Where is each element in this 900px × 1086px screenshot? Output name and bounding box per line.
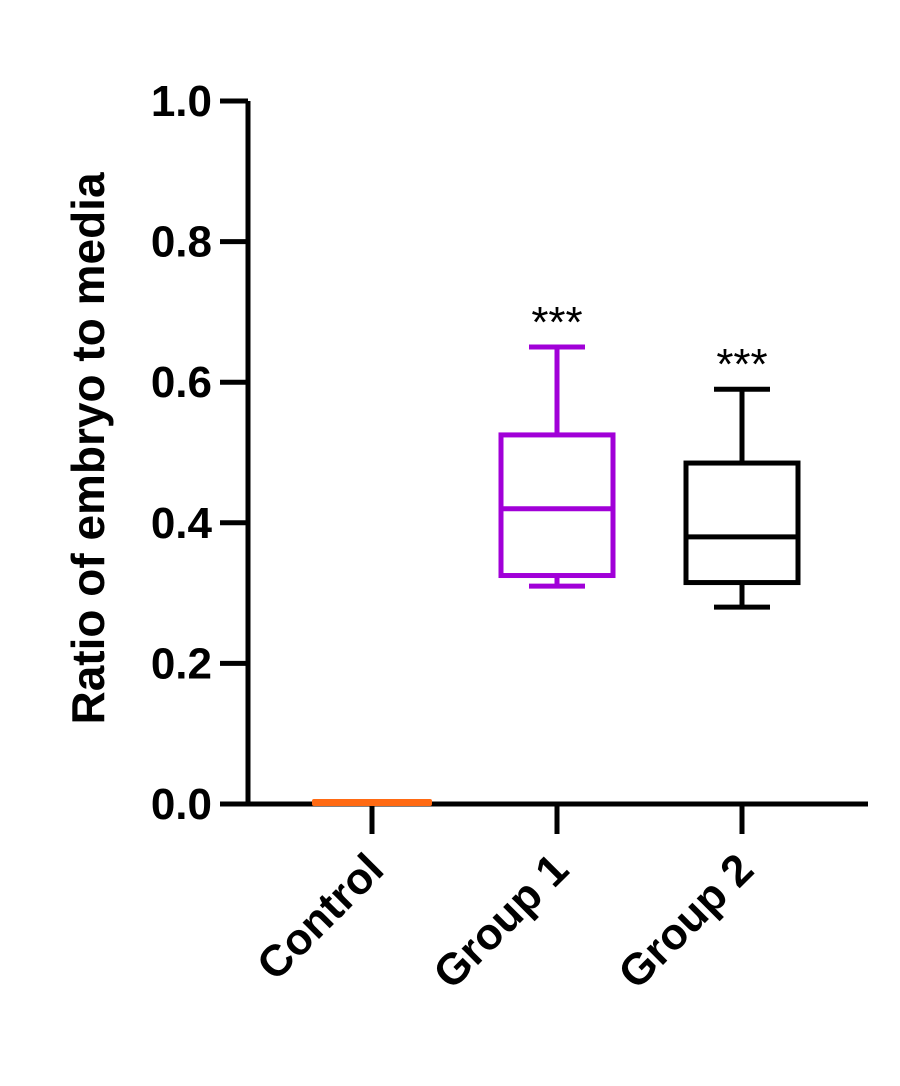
significance-label: *** [531, 298, 582, 347]
box-iqr [683, 460, 801, 586]
y-tick-label: 0.4 [151, 499, 213, 548]
y-tick-label: 0.8 [151, 218, 212, 267]
y-axis-title: Ratio of embryo to media [62, 172, 114, 724]
significance-label: *** [716, 340, 767, 389]
x-tick-label: Group 1 [424, 844, 578, 998]
box-flat [312, 799, 432, 806]
y-tick-label: 0.0 [151, 780, 212, 829]
x-tick-label: Control [248, 844, 393, 989]
y-tick-label: 0.6 [151, 358, 212, 407]
plot-area: 0.0 0.2 0.4 0.6 0.8 1.0 Control Group 1 Group 2 *… [151, 77, 868, 998]
y-tick-label: 1.0 [151, 77, 212, 126]
box-iqr [498, 432, 616, 579]
y-tick-label: 0.2 [151, 639, 212, 688]
x-tick-label: Group 2 [609, 844, 763, 998]
